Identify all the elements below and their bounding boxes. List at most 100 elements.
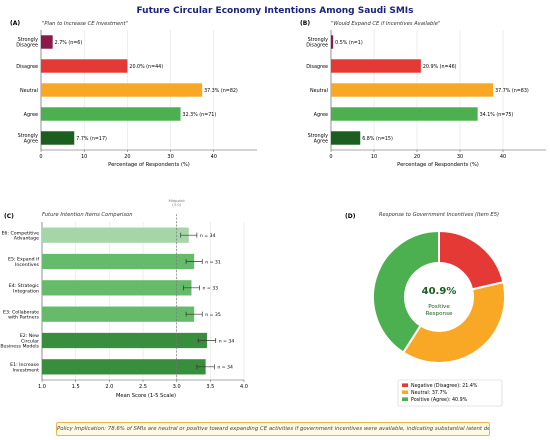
bar bbox=[41, 59, 128, 73]
y-tick-label: Agree bbox=[24, 112, 38, 118]
bar-data-label: n = 33 bbox=[203, 286, 219, 292]
x-tick-label: 20 bbox=[414, 154, 420, 160]
x-tick-label: 30 bbox=[167, 154, 173, 160]
y-tick-label: E4: Strategic Integration bbox=[9, 283, 40, 294]
figure-title: Future Circular Economy Intentions Among… bbox=[136, 6, 413, 16]
y-tick-label: E1: Increase Investment bbox=[10, 362, 39, 373]
bar-data-label: 20.0% (n=44) bbox=[129, 64, 163, 70]
y-tick-label: Strongly Disagree bbox=[16, 37, 38, 49]
y-tick-label: Disagree bbox=[16, 64, 38, 70]
panel-c: (C) Future Intention Items Comparison 1.… bbox=[0, 198, 248, 399]
bar-data-label: n = 35 bbox=[205, 312, 221, 318]
bar-data-label: 0.5% (n=1) bbox=[335, 40, 363, 46]
legend-box bbox=[397, 379, 503, 407]
donut-center-label-1: Positive bbox=[428, 304, 450, 310]
donut-slice bbox=[438, 229, 505, 291]
panel-d-letter: (D) bbox=[345, 213, 356, 220]
bar-data-label: 34.1% (n=75) bbox=[480, 112, 514, 118]
legend-swatch bbox=[402, 383, 408, 387]
policy-footer-note: Policy Implication: 78.6% of SMIs are ne… bbox=[56, 422, 490, 436]
panel-c-xlabel: Mean Score (1-5 Scale) bbox=[116, 393, 176, 399]
y-tick-label: Strongly Disagree bbox=[306, 37, 328, 49]
bar-data-label: n = 31 bbox=[205, 259, 221, 265]
bar bbox=[331, 107, 478, 121]
bar bbox=[41, 35, 53, 49]
panel-c-title: Future Intention Items Comparison bbox=[42, 212, 133, 218]
bar bbox=[41, 107, 181, 121]
legend-swatch bbox=[402, 390, 408, 394]
legend-entry: Negative (Disagree): 21.4% bbox=[411, 383, 478, 389]
x-tick-label: 10 bbox=[371, 154, 377, 160]
x-tick-label: 40 bbox=[500, 154, 506, 160]
bar bbox=[331, 83, 494, 97]
bar bbox=[331, 131, 361, 145]
bar bbox=[41, 83, 203, 97]
panel-d: (D) Response to Government Incentives (I… bbox=[345, 212, 506, 407]
x-tick-label: 0 bbox=[329, 154, 332, 160]
bar-data-label: 7.7% (n=17) bbox=[76, 136, 107, 142]
x-tick-label: 4.0 bbox=[240, 384, 248, 390]
x-tick-label: 30 bbox=[457, 154, 463, 160]
y-tick-label: E6: Competitive Advantage bbox=[1, 230, 39, 241]
bar-data-label: 2.7% (n=6) bbox=[55, 40, 83, 46]
bar bbox=[42, 306, 195, 322]
bar-data-label: 6.8% (n=15) bbox=[362, 136, 393, 142]
y-tick-label: E5: Expand if Incentives bbox=[8, 257, 40, 268]
y-tick-label: Strongly Agree bbox=[18, 133, 38, 145]
bar-data-label: 37.3% (n=82) bbox=[204, 88, 238, 94]
x-tick-label: 3.0 bbox=[173, 384, 181, 390]
donut-slice bbox=[372, 229, 440, 354]
panel-d-title: Response to Government Incentives (Item … bbox=[379, 212, 499, 218]
bar-data-label: n = 34 bbox=[219, 338, 235, 344]
y-tick-label: Neutral bbox=[310, 88, 328, 94]
x-tick-label: 40 bbox=[211, 154, 217, 160]
x-tick-label: 0 bbox=[39, 154, 42, 160]
panel-a: (A) "Plan to Increase CE Investment" 0 10… bbox=[10, 20, 257, 168]
panel-b-title: "Would Expand CE if Incentives Available… bbox=[331, 21, 440, 27]
panel-d-legend: Negative (Disagree): 21.4%Neutral: 37.7%… bbox=[397, 379, 503, 407]
panel-a-title: "Plan to Increase CE Investment" bbox=[42, 21, 128, 27]
y-tick-label: Disagree bbox=[306, 64, 328, 70]
x-tick-label: 1.0 bbox=[38, 384, 46, 390]
y-tick-label: Strongly Agree bbox=[308, 133, 328, 145]
x-tick-label: 2.0 bbox=[105, 384, 113, 390]
bar-data-label: 20.9% (n=46) bbox=[423, 64, 457, 70]
y-tick-label: Agree bbox=[314, 112, 328, 118]
panel-a-xlabel: Percentage of Respondents (%) bbox=[108, 162, 190, 168]
x-tick-label: 2.5 bbox=[139, 384, 147, 390]
donut-slice bbox=[401, 280, 506, 364]
panel-b-plot: 0 10 20 30 40 0.5% (n=1) Strongly Disagree 20.9%… bbox=[306, 30, 546, 160]
panel-d-plot bbox=[372, 229, 506, 364]
legend-entry: Positive (Agree): 40.9% bbox=[411, 397, 468, 403]
bar bbox=[42, 253, 195, 270]
panel-a-letter: (A) bbox=[10, 20, 20, 27]
donut-center-label-2: Response bbox=[426, 311, 453, 317]
donut-center-value: 40.9% bbox=[422, 286, 457, 297]
panel-b-letter: (B) bbox=[300, 20, 310, 27]
y-tick-label: E2: New Circular Business Models bbox=[0, 333, 39, 350]
panel-c-letter: (C) bbox=[4, 213, 14, 220]
bar-data-label: n = 34 bbox=[200, 233, 216, 239]
bar bbox=[42, 280, 192, 296]
y-tick-label: Neutral bbox=[20, 88, 38, 94]
panel-b: (B) "Would Expand CE if Incentives Avail… bbox=[300, 20, 546, 168]
midpoint-reference-label: Midpoint (3.0) bbox=[168, 198, 185, 207]
bar-data-label: 37.7% (n=83) bbox=[495, 88, 529, 94]
bar-data-label: 32.3% (n=71) bbox=[183, 112, 217, 118]
legend-swatch bbox=[402, 397, 408, 401]
x-tick-label: 20 bbox=[124, 154, 130, 160]
legend-entry: Neutral: 37.7% bbox=[411, 390, 448, 396]
x-tick-label: 10 bbox=[81, 154, 87, 160]
bar bbox=[42, 332, 207, 349]
panel-c-plot: 1.0 1.5 2.0 2.5 3.0 3.5 4.0 n = 34 E6: Competiti… bbox=[0, 198, 248, 390]
bar bbox=[42, 359, 206, 375]
panel-b-xlabel: Percentage of Respondents (%) bbox=[397, 162, 479, 168]
y-tick-label: E3: Collaborate with Partners bbox=[3, 309, 40, 320]
bar bbox=[42, 227, 189, 243]
bar bbox=[331, 59, 421, 73]
x-tick-label: 1.5 bbox=[72, 384, 80, 390]
bar-data-label: n = 34 bbox=[217, 365, 233, 371]
x-tick-label: 3.5 bbox=[206, 384, 214, 390]
panel-a-plot: 0 10 20 30 40 2.7% (n=6) Strongly Disagree 20.0%… bbox=[16, 30, 257, 160]
